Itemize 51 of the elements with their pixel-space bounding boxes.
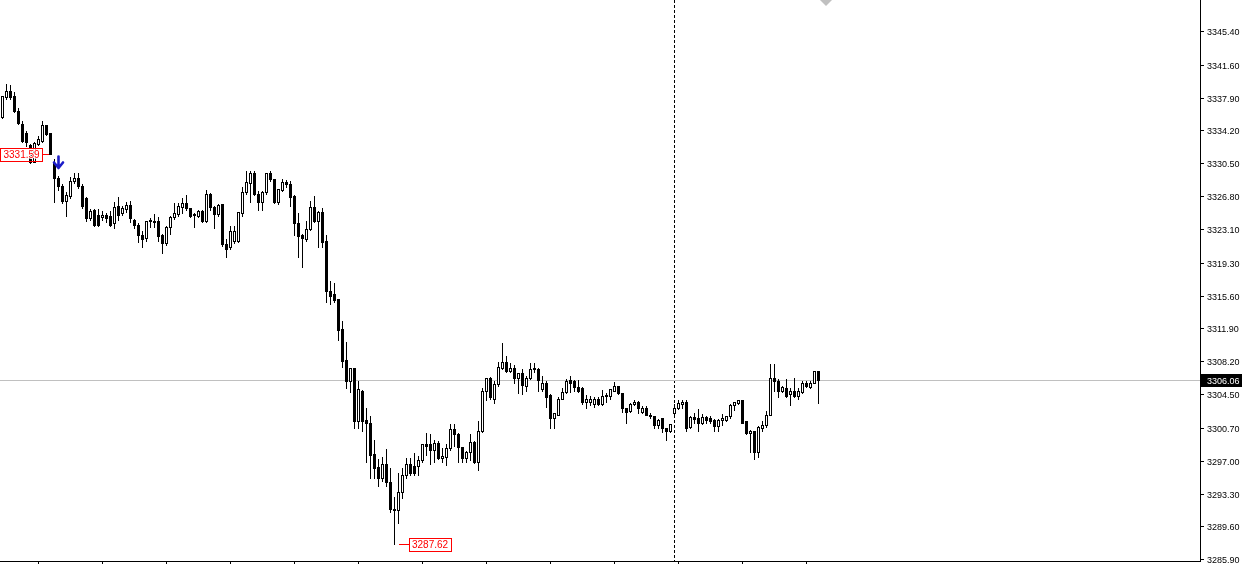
candlestick (521, 368, 524, 395)
candlestick (433, 439, 436, 463)
annotation: 3287.62 (411, 539, 449, 550)
candlestick (817, 370, 820, 404)
y-tick-label: 3297.00 (1207, 456, 1240, 467)
y-tick-label: 3300.70 (1207, 423, 1240, 434)
candlestick (557, 396, 560, 416)
y-tick-label: 3311.90 (1207, 323, 1239, 334)
candlestick (117, 196, 120, 221)
y-tick-label: 3341.60 (1207, 60, 1240, 71)
candlestick (317, 210, 320, 248)
candlestick (413, 452, 416, 476)
candlestick (513, 364, 516, 384)
y-tick-label: 3326.80 (1207, 191, 1240, 202)
y-tick-label: 3293.30 (1207, 489, 1240, 500)
y-tick-label: 3315.60 (1207, 291, 1240, 302)
candlestick (469, 433, 472, 461)
candlestick (229, 225, 232, 250)
y-tick-label: 3319.30 (1207, 258, 1240, 269)
candlestick (129, 200, 132, 223)
candlestick (137, 222, 140, 243)
candlestick (429, 433, 432, 465)
ref-line-label: 3306.06 (1207, 375, 1240, 386)
candlestick (777, 378, 780, 398)
y-tick-label: 3304.50 (1207, 389, 1240, 400)
candlestick (21, 120, 24, 143)
candlestick (41, 120, 44, 143)
candlestick (489, 376, 492, 400)
candlestick (453, 423, 456, 447)
candlestick (377, 458, 380, 487)
candlestick (753, 431, 756, 460)
y-tick-label: 3337.90 (1207, 93, 1240, 104)
y-tick-label: 3323.10 (1207, 224, 1240, 235)
y-tick-label: 3345.40 (1207, 26, 1240, 37)
y-tick-label: 3308.20 (1207, 356, 1240, 367)
candlestick (381, 456, 384, 482)
y-tick-label: 3285.90 (1207, 554, 1240, 564)
y-tick-label: 3334.20 (1207, 125, 1240, 136)
candlestick (457, 432, 460, 463)
candlestick (113, 201, 116, 229)
candlestick (397, 472, 400, 524)
candlestick (785, 378, 788, 398)
candlestick (537, 367, 540, 392)
candlestick (697, 408, 700, 432)
candlestick (69, 176, 72, 199)
candlestick (793, 377, 796, 398)
candlestick (437, 440, 440, 460)
candlestick (157, 216, 160, 242)
candlestick (249, 170, 252, 203)
y-tick-label: 3330.50 (1207, 158, 1240, 169)
y-tick-label: 3289.60 (1207, 521, 1240, 532)
